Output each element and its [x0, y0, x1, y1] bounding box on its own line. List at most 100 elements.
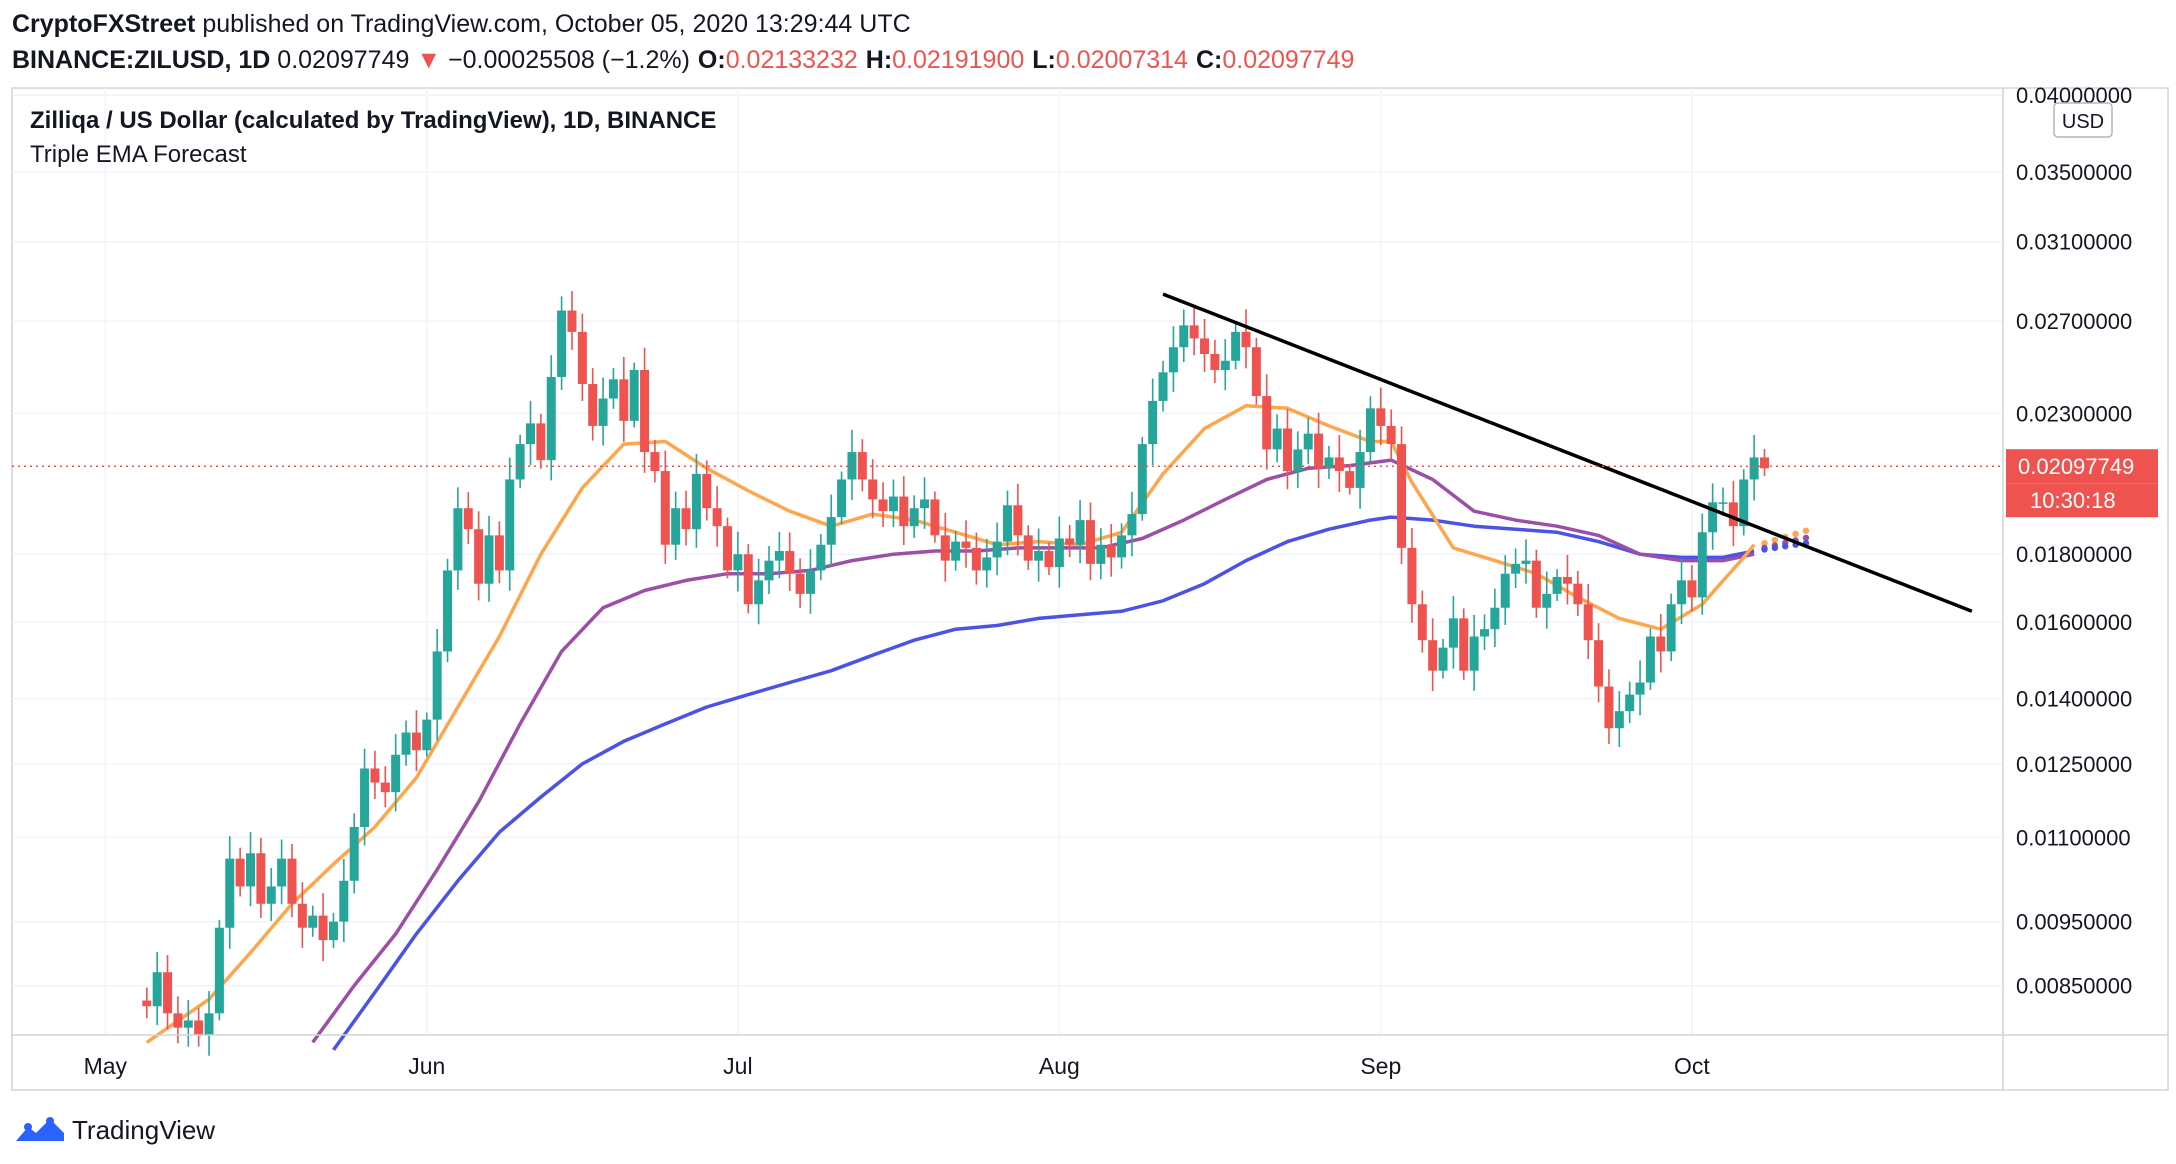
candle[interactable] [1282, 408, 1292, 490]
candle[interactable] [484, 515, 494, 602]
candle[interactable] [691, 453, 701, 548]
candle[interactable] [297, 882, 307, 948]
candle[interactable] [152, 952, 162, 1026]
candle[interactable] [183, 1000, 193, 1047]
candle[interactable] [1687, 565, 1697, 612]
candle[interactable] [256, 837, 266, 919]
candle[interactable] [1708, 483, 1718, 550]
candle[interactable] [608, 367, 618, 409]
candle[interactable] [1293, 431, 1303, 488]
candle[interactable] [411, 710, 421, 772]
candle[interactable] [888, 479, 898, 527]
candle[interactable] [204, 991, 214, 1056]
resistance-trendline[interactable] [1162, 292, 1973, 613]
candle[interactable] [1200, 318, 1210, 373]
candle[interactable] [494, 521, 504, 584]
candle[interactable] [1262, 374, 1272, 470]
candle[interactable] [826, 494, 836, 566]
candle[interactable] [1075, 500, 1085, 564]
candle[interactable] [930, 491, 940, 543]
candle[interactable] [598, 377, 608, 446]
candle[interactable] [743, 544, 753, 614]
candle[interactable] [1500, 555, 1510, 625]
candle[interactable] [1189, 307, 1199, 356]
candle[interactable] [1065, 524, 1075, 558]
candle[interactable] [1272, 414, 1282, 463]
candle[interactable] [1220, 339, 1230, 391]
candle[interactable] [1168, 326, 1178, 392]
candle[interactable] [671, 491, 681, 561]
candle[interactable] [795, 558, 805, 609]
candle[interactable] [1635, 660, 1645, 716]
candle[interactable] [1583, 583, 1593, 660]
candle[interactable] [515, 434, 525, 488]
candle[interactable] [816, 533, 826, 581]
candle[interactable] [525, 400, 535, 466]
candle[interactable] [619, 356, 629, 442]
candle[interactable] [920, 477, 930, 529]
candle[interactable] [1314, 412, 1324, 488]
candle[interactable] [982, 538, 992, 588]
candle[interactable] [1407, 528, 1417, 623]
candle[interactable] [1324, 445, 1334, 479]
candle[interactable] [1334, 435, 1344, 493]
candle[interactable] [774, 532, 784, 579]
candle[interactable] [588, 368, 598, 441]
candle[interactable] [1054, 516, 1064, 588]
candle[interactable] [194, 1007, 204, 1047]
candle[interactable] [1013, 483, 1023, 556]
candle[interactable] [401, 720, 411, 766]
candle[interactable] [1345, 463, 1355, 495]
candle[interactable] [1034, 528, 1044, 582]
candle[interactable] [308, 905, 318, 937]
candle[interactable] [567, 291, 577, 350]
candle[interactable] [1542, 571, 1552, 629]
candle[interactable] [961, 520, 971, 568]
candle[interactable] [1355, 429, 1365, 509]
candle[interactable] [235, 847, 245, 897]
candle[interactable] [837, 471, 847, 525]
candle[interactable] [422, 712, 432, 757]
candle[interactable] [951, 530, 961, 571]
candle[interactable] [391, 734, 401, 812]
candle[interactable] [173, 996, 183, 1044]
candle[interactable] [1749, 434, 1759, 501]
candle[interactable] [1148, 378, 1158, 466]
candle[interactable] [328, 912, 338, 949]
candle[interactable] [992, 522, 1002, 576]
candle[interactable] [723, 517, 733, 579]
candle[interactable] [650, 439, 660, 483]
candle[interactable] [432, 629, 442, 741]
candle[interactable] [536, 413, 546, 469]
candle[interactable] [1127, 491, 1137, 557]
candle[interactable] [1003, 490, 1012, 556]
candle[interactable] [1117, 523, 1127, 569]
candle[interactable] [1158, 360, 1168, 412]
candle[interactable] [1490, 588, 1500, 647]
candle[interactable] [1397, 426, 1407, 565]
candle[interactable] [339, 858, 349, 943]
candle[interactable] [909, 495, 919, 538]
candle[interactable] [629, 362, 639, 428]
candle[interactable] [266, 867, 276, 921]
candle[interactable] [971, 532, 981, 585]
candle[interactable] [1656, 613, 1666, 673]
candle[interactable] [1241, 309, 1251, 369]
candle[interactable] [1085, 502, 1095, 581]
candle[interactable] [142, 987, 152, 1019]
candle[interactable] [1417, 590, 1427, 653]
candle[interactable] [1697, 513, 1707, 615]
candle[interactable] [1531, 549, 1541, 618]
candle[interactable] [660, 450, 670, 564]
candles[interactable] [142, 291, 1769, 1056]
candle[interactable] [1666, 593, 1676, 662]
candle[interactable] [1448, 595, 1458, 669]
candle[interactable] [360, 748, 370, 846]
candle[interactable] [1480, 614, 1490, 651]
candle[interactable] [287, 844, 297, 918]
candle[interactable] [1210, 339, 1220, 384]
candle[interactable] [712, 486, 722, 547]
candle[interactable] [1303, 417, 1313, 465]
candle[interactable] [1231, 322, 1241, 370]
